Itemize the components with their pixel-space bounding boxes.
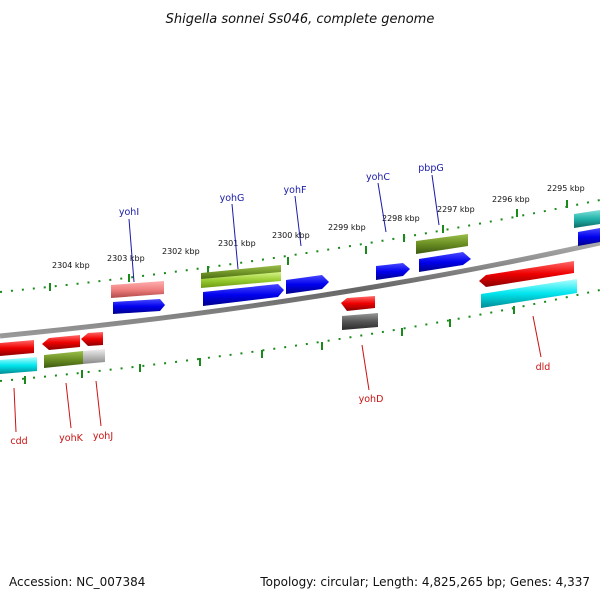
cyan-feature (0, 357, 37, 374)
forward-strand-features (111, 210, 600, 314)
gene-label-yohG[interactable]: yohG (220, 193, 245, 204)
scale-label: 2302 kbp (162, 247, 200, 256)
gene-label-yohD[interactable]: yohD (359, 394, 384, 405)
gene-label-dld[interactable]: dld (536, 362, 551, 373)
gene-label-yohC[interactable]: yohC (366, 172, 390, 183)
accession-text: Accession: NC_007384 (9, 575, 145, 589)
scale-label: 2303 kbp (107, 254, 145, 263)
gene-label-yohK[interactable]: yohK (59, 433, 83, 444)
olive-feature (416, 234, 468, 254)
teal-feature (574, 210, 600, 228)
grey-feature (83, 349, 105, 364)
blue-feature (578, 228, 600, 246)
gene-label-yohJ[interactable]: yohJ (93, 431, 113, 442)
scale-label: 2297 kbp (437, 205, 475, 214)
cdd-gene (0, 340, 34, 356)
major-ticks-inner (24, 306, 515, 384)
scale-label: 2301 kbp (218, 239, 256, 248)
gene-label-pbpG[interactable]: pbpG (418, 163, 443, 174)
scale-label: 2304 kbp (52, 261, 90, 270)
pink-feature (111, 281, 164, 298)
reverse-strand-features (0, 261, 577, 374)
dark-feature (342, 313, 378, 330)
gene-label-yohI[interactable]: yohI (119, 207, 139, 218)
scale-label: 2295 kbp (547, 184, 585, 193)
yohC-gene (376, 263, 410, 280)
yohJ-gene (81, 332, 103, 346)
pbpG-gene (419, 252, 471, 272)
scale-label: 2296 kbp (492, 195, 530, 204)
olive-feature (44, 351, 83, 368)
cyan-feature (481, 279, 577, 308)
gene-label-cdd[interactable]: cdd (10, 436, 27, 447)
scale-label: 2299 kbp (328, 223, 366, 232)
genome-backbone (0, 240, 600, 339)
scale-track-inner (0, 289, 600, 382)
dld-gene (479, 261, 574, 287)
yohD-gene (341, 296, 375, 311)
reverse-label-leaders (13, 315, 542, 433)
lime-feature (201, 272, 281, 288)
scale-label: 2298 kbp (382, 214, 420, 223)
yohF-gene (286, 275, 329, 294)
major-ticks-outer (49, 200, 568, 291)
map-title: Shigella sonnei Ss046, complete genome (166, 12, 435, 27)
gene-label-yohF[interactable]: yohF (284, 185, 307, 196)
yohI-gene (113, 299, 165, 314)
scale-labels: 2304 kbp 2303 kbp 2302 kbp 2301 kbp 2300… (52, 184, 585, 270)
forward-label-leaders (128, 174, 440, 283)
scale-label: 2300 kbp (272, 231, 310, 240)
reverse-gene-labels: cdd yohK yohJ yohD dld (10, 362, 550, 447)
forward-gene-labels: yohI yohG yohF yohC pbpG (119, 163, 444, 218)
yohG-gene (203, 284, 284, 306)
yohK-gene (42, 335, 80, 350)
genome-summary-text: Topology: circular; Length: 4,825,265 bp… (259, 575, 590, 589)
